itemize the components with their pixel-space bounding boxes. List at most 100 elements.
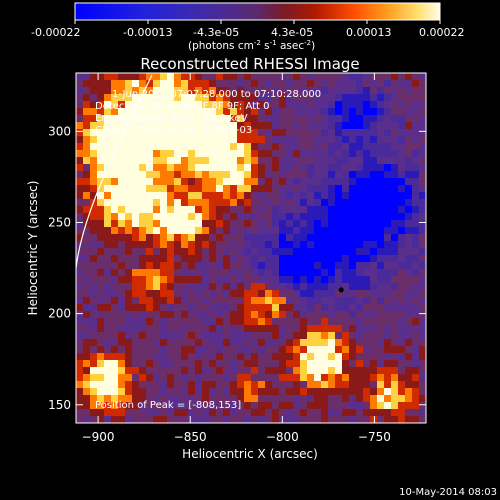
heatmap-cell bbox=[188, 122, 196, 130]
heatmap-cell bbox=[83, 122, 91, 130]
heatmap-cell bbox=[307, 332, 315, 340]
heatmap-cell bbox=[83, 381, 91, 389]
heatmap-cell bbox=[146, 143, 154, 151]
heatmap-cell bbox=[286, 290, 294, 298]
heatmap-cell bbox=[83, 192, 91, 200]
heatmap-cell bbox=[342, 192, 350, 200]
heatmap-cell bbox=[300, 402, 308, 410]
heatmap-cell bbox=[419, 234, 426, 242]
heatmap-cell bbox=[321, 101, 329, 109]
heatmap-cell bbox=[412, 381, 420, 389]
heatmap-cell bbox=[125, 290, 133, 298]
heatmap-cell bbox=[328, 213, 336, 221]
heatmap-cell bbox=[349, 136, 357, 144]
heatmap-cell bbox=[188, 213, 196, 221]
heatmap-cell bbox=[251, 129, 259, 137]
heatmap-cell bbox=[286, 297, 294, 305]
heatmap-cell bbox=[363, 157, 371, 165]
heatmap-cell bbox=[76, 94, 84, 102]
colorbar-tick-label: -4.3e-05 bbox=[193, 26, 239, 39]
heatmap-cell bbox=[125, 416, 133, 423]
heatmap-cell bbox=[370, 269, 378, 277]
heatmap-cell bbox=[370, 339, 378, 347]
heatmap-cell bbox=[111, 94, 119, 102]
heatmap-cell bbox=[97, 402, 105, 410]
heatmap-cell bbox=[349, 269, 357, 277]
heatmap-cell bbox=[307, 262, 315, 270]
heatmap-cell bbox=[76, 199, 84, 207]
heatmap-cell bbox=[321, 80, 329, 88]
heatmap-cell bbox=[230, 388, 238, 396]
heatmap-cell bbox=[104, 136, 112, 144]
heatmap-cell bbox=[76, 339, 84, 347]
heatmap-cell bbox=[377, 87, 385, 95]
heatmap-cell bbox=[118, 409, 126, 417]
heatmap-cell bbox=[188, 255, 196, 263]
heatmap-cell bbox=[265, 255, 273, 263]
heatmap-cell bbox=[90, 332, 98, 340]
heatmap-cell bbox=[97, 157, 105, 165]
heatmap-cell bbox=[83, 136, 91, 144]
heatmap-cell bbox=[342, 157, 350, 165]
heatmap-cell bbox=[300, 290, 308, 298]
heatmap-cell bbox=[342, 241, 350, 249]
heatmap-cell bbox=[181, 290, 189, 298]
heatmap-cell bbox=[111, 283, 119, 291]
heatmap-cell bbox=[111, 353, 119, 361]
heatmap-cell bbox=[272, 360, 280, 368]
heatmap-cell bbox=[209, 374, 217, 382]
heatmap-cell bbox=[370, 157, 378, 165]
heatmap-cell bbox=[349, 185, 357, 193]
heatmap-cell bbox=[97, 227, 105, 235]
heatmap-cell bbox=[370, 290, 378, 298]
heatmap-cell bbox=[209, 94, 217, 102]
heatmap-cell bbox=[321, 332, 329, 340]
heatmap-cell bbox=[188, 171, 196, 179]
heatmap-cell bbox=[83, 409, 91, 417]
heatmap-cell bbox=[181, 262, 189, 270]
heatmap-cell bbox=[132, 395, 140, 403]
heatmap-cell bbox=[237, 213, 245, 221]
heatmap-cell bbox=[321, 73, 329, 81]
heatmap-cell bbox=[202, 80, 210, 88]
heatmap-cell bbox=[216, 290, 224, 298]
heatmap-cell bbox=[363, 80, 371, 88]
heatmap-cell bbox=[244, 220, 252, 228]
heatmap-cell bbox=[83, 416, 91, 423]
heatmap-cell bbox=[118, 80, 126, 88]
heatmap-cell bbox=[307, 185, 315, 193]
heatmap-cell bbox=[237, 206, 245, 214]
heatmap-cell bbox=[335, 311, 343, 319]
heatmap-cell bbox=[167, 332, 175, 340]
heatmap-cell bbox=[265, 192, 273, 200]
heatmap-cell bbox=[391, 80, 399, 88]
heatmap-cell bbox=[398, 206, 406, 214]
heatmap-cell bbox=[160, 136, 168, 144]
heatmap-cell bbox=[97, 388, 105, 396]
heatmap-cell bbox=[181, 388, 189, 396]
heatmap-cell bbox=[97, 213, 105, 221]
heatmap-cell bbox=[83, 227, 91, 235]
heatmap-cell bbox=[405, 241, 413, 249]
heatmap-cell bbox=[307, 339, 315, 347]
heatmap-cell bbox=[412, 388, 420, 396]
heatmap-cell bbox=[202, 178, 210, 186]
heatmap-cell bbox=[265, 276, 273, 284]
heatmap-cell bbox=[272, 94, 280, 102]
colorbar-ticks bbox=[74, 20, 441, 24]
heatmap-cell bbox=[167, 227, 175, 235]
heatmap-cell bbox=[272, 87, 280, 95]
heatmap-cell bbox=[223, 416, 231, 423]
heatmap-cell bbox=[307, 374, 315, 382]
heatmap-cell bbox=[153, 241, 161, 249]
chart-title: Reconstructed RHESSI Image bbox=[140, 55, 359, 73]
heatmap-cell bbox=[146, 227, 154, 235]
heatmap-cell bbox=[90, 227, 98, 235]
heatmap-cell bbox=[363, 94, 371, 102]
heatmap-cell bbox=[76, 416, 84, 423]
heatmap-cell bbox=[223, 339, 231, 347]
heatmap-cell bbox=[237, 192, 245, 200]
heatmap-cell bbox=[405, 360, 413, 368]
info-total-counts: Clean Total counts: 2.08E+03 bbox=[95, 125, 252, 136]
heatmap-cell bbox=[286, 332, 294, 340]
